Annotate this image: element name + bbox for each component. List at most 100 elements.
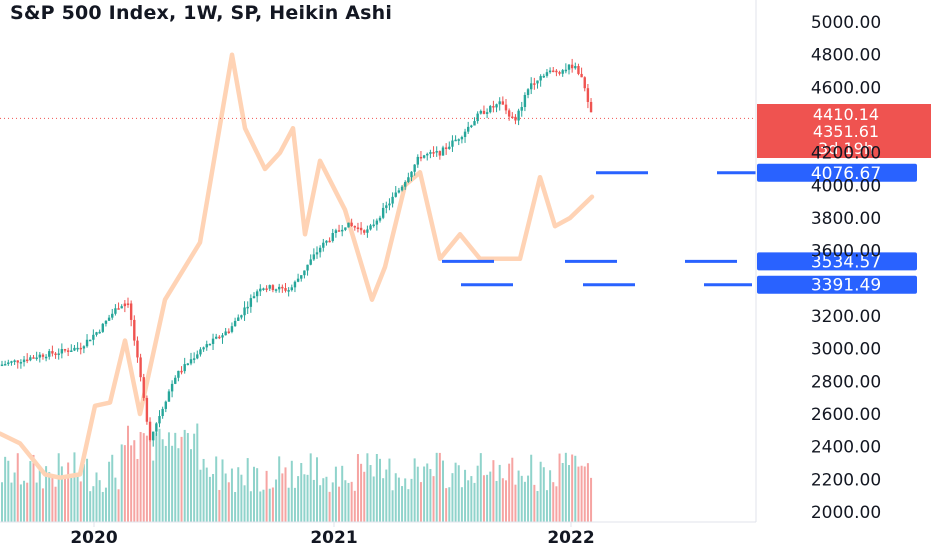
volume-bar	[145, 435, 148, 522]
candle-body	[504, 104, 508, 111]
volume-bar	[580, 465, 583, 522]
candle-body	[435, 151, 438, 153]
volume-bar	[215, 456, 218, 522]
candle-body	[397, 190, 401, 193]
candle-body	[107, 317, 111, 321]
candle-body	[63, 349, 67, 351]
candle-body	[98, 331, 101, 334]
volume-bar	[306, 474, 309, 522]
candle-body	[341, 229, 344, 232]
candle-body	[73, 347, 76, 351]
candle-body	[152, 431, 155, 441]
candle-body	[476, 113, 479, 122]
volume-bar	[190, 449, 192, 522]
candle-body	[444, 147, 448, 149]
volume-bar	[347, 482, 350, 522]
volume-bar	[19, 484, 22, 522]
candle-body	[586, 88, 590, 102]
volume-bar	[545, 490, 548, 522]
volume-bar	[1, 482, 3, 522]
candle-body	[139, 357, 142, 378]
candle-body	[536, 80, 539, 84]
candle-body	[533, 83, 536, 85]
candle-body	[325, 240, 328, 243]
candle-body	[3, 364, 7, 366]
volume-bar	[268, 488, 271, 522]
volume-bar	[457, 465, 460, 522]
candle-body	[322, 242, 325, 248]
volume-bar	[82, 464, 85, 522]
candle-body	[523, 94, 527, 108]
candle-body	[221, 335, 224, 338]
volume-bar	[555, 486, 558, 522]
candle-body	[170, 383, 174, 392]
volume-bar	[202, 458, 205, 522]
volume-bar	[287, 487, 290, 522]
candle-body	[400, 186, 404, 191]
candle-body	[41, 354, 45, 357]
candle-body	[426, 153, 429, 156]
candle-body	[252, 296, 256, 299]
candle-body	[489, 106, 492, 113]
candle-body	[287, 290, 290, 292]
candle-body	[309, 259, 312, 265]
candle-body	[35, 357, 38, 360]
candle-body	[460, 137, 464, 140]
volume-bar	[111, 454, 114, 522]
volume-bar	[256, 468, 259, 522]
volume-bar	[523, 481, 526, 522]
y-tick-label: 3200.00	[811, 307, 881, 327]
candle-body	[315, 252, 319, 255]
candle-body	[359, 227, 363, 231]
volume-bar	[253, 466, 255, 522]
volume-bar	[577, 466, 580, 522]
volume-bar	[57, 453, 60, 522]
candle-body	[363, 230, 366, 233]
volume-bar	[350, 481, 353, 522]
volume-bar	[303, 474, 306, 522]
candle-body	[164, 401, 167, 409]
candle-body	[70, 350, 73, 352]
candle-body	[479, 110, 482, 114]
candle-body	[51, 351, 54, 354]
candle-body	[517, 110, 520, 121]
volume-bar	[265, 470, 268, 522]
volume-bar	[564, 452, 567, 522]
volume-bar	[505, 480, 507, 522]
volume-bar	[79, 481, 82, 522]
volume-bar	[164, 445, 167, 522]
candle-body	[117, 308, 120, 310]
volume-bar	[177, 448, 180, 522]
volume-bar	[86, 458, 89, 522]
y-tick-label: 2800.00	[811, 372, 881, 392]
volume-bar	[51, 474, 54, 522]
volume-bar	[4, 456, 7, 522]
candle-body	[237, 317, 240, 321]
volume-bar	[486, 474, 489, 522]
candle-body	[32, 357, 35, 359]
candle-body	[561, 70, 564, 74]
candle-body	[350, 222, 353, 227]
candle-body	[255, 291, 259, 297]
volume-bar	[369, 465, 372, 522]
candle-body	[79, 347, 82, 350]
volume-bar	[29, 461, 32, 522]
volume-bar	[322, 478, 325, 522]
volume-bar	[155, 432, 158, 522]
volume-bar	[234, 491, 237, 522]
candle-body	[199, 349, 202, 355]
volume-bar	[473, 482, 476, 522]
volume-bar	[221, 459, 224, 522]
level-tag	[757, 163, 917, 182]
candle-body	[429, 152, 432, 154]
volume-bar	[193, 433, 196, 522]
candle-body	[123, 303, 127, 307]
candle-body	[208, 343, 212, 346]
volume-bar	[489, 471, 492, 522]
candle-body	[334, 230, 338, 234]
candle-body	[148, 421, 152, 441]
candle-body	[278, 286, 281, 290]
volume-bar	[435, 452, 438, 522]
volume-bar	[429, 468, 432, 522]
volume-bar	[482, 475, 485, 522]
